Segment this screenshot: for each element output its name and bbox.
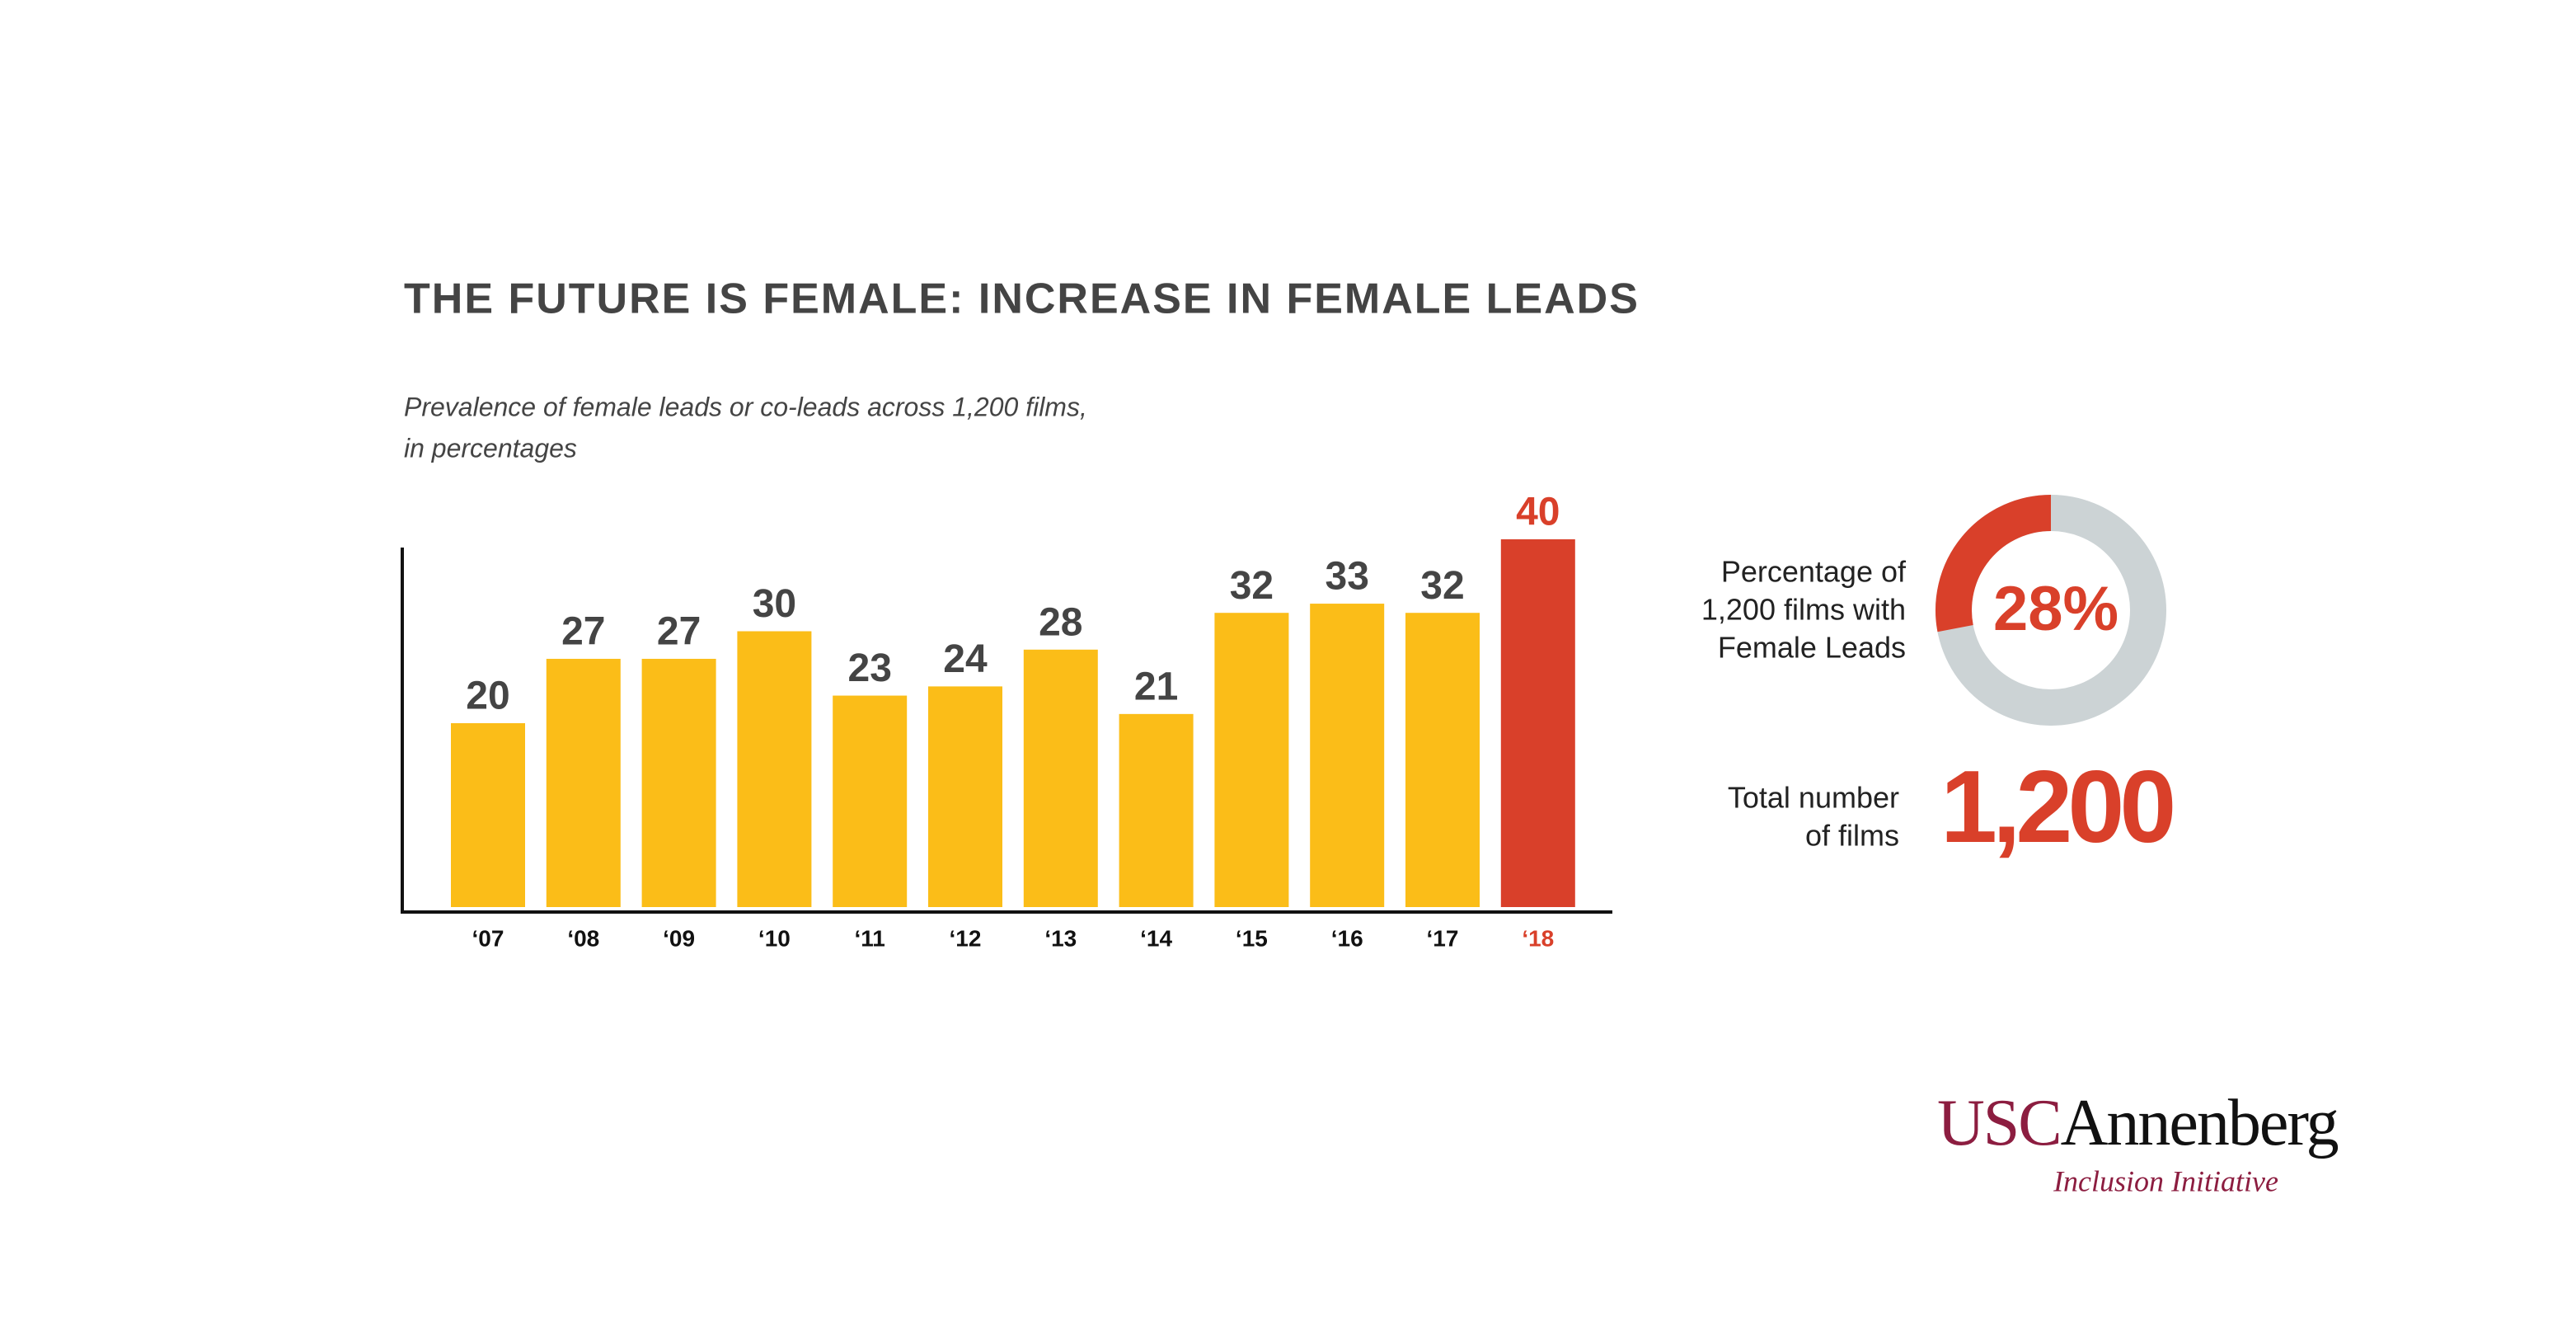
x-tick-label: ‘15	[1236, 925, 1268, 951]
donut-label: 1,200 films with	[1701, 593, 1906, 627]
donut-label: Percentage of	[1721, 555, 1907, 589]
x-tick-label: ‘14	[1140, 925, 1172, 951]
x-tick-label: ‘10	[758, 925, 791, 951]
bar	[451, 723, 525, 907]
value-label: 33	[1326, 555, 1369, 599]
donut-value: 28%	[1993, 574, 2119, 644]
bar	[1500, 539, 1575, 907]
x-tick-label: ‘07	[472, 925, 504, 951]
chart-title: THE FUTURE IS FEMALE: INCREASE IN FEMALE…	[404, 275, 1640, 323]
value-label: 32	[1420, 564, 1464, 608]
value-label: 24	[943, 637, 988, 681]
x-tick-label: ‘12	[950, 925, 982, 951]
bar	[833, 695, 908, 907]
value-label: 20	[466, 675, 509, 718]
value-label: 28	[1039, 600, 1082, 644]
bar	[1023, 649, 1098, 907]
x-tick-label: ‘16	[1331, 925, 1363, 951]
bar	[1405, 613, 1480, 907]
bar	[1214, 613, 1289, 907]
x-tick-label: ‘09	[663, 925, 695, 951]
logo: USCAnnenberg	[1937, 1087, 2339, 1159]
bar	[1119, 713, 1194, 907]
value-label: 21	[1134, 665, 1178, 709]
value-label: 30	[753, 582, 796, 626]
x-tick-label: ‘11	[855, 925, 885, 951]
donut-segment	[1936, 495, 2052, 632]
x-tick-label: ‘13	[1044, 925, 1077, 951]
x-tick-label: ‘17	[1427, 925, 1459, 951]
logo-annenberg: Annenberg	[2061, 1087, 2339, 1159]
bar	[546, 658, 621, 907]
total-label: of films	[1805, 819, 1899, 853]
bar	[737, 631, 812, 907]
total-value: 1,200	[1940, 750, 2172, 864]
bar	[928, 686, 1002, 907]
bar	[641, 658, 716, 907]
x-tick-label: ‘18	[1522, 925, 1554, 951]
value-label: 32	[1230, 564, 1274, 608]
value-label: 40	[1516, 491, 1560, 534]
donut-label: Female Leads	[1718, 631, 1906, 665]
total-label: Total number	[1728, 781, 1899, 815]
logo-usc: USC	[1937, 1087, 2061, 1159]
value-label: 23	[848, 646, 892, 690]
subtitle: Prevalence of female leads or co-leads a…	[404, 392, 1087, 421]
subtitle: in percentages	[404, 433, 577, 463]
value-label: 27	[561, 610, 605, 654]
bar	[1310, 604, 1385, 907]
logo-initiative: Inclusion Initiative	[2053, 1164, 2278, 1197]
value-label: 27	[657, 610, 701, 654]
x-tick-label: ‘08	[567, 925, 599, 951]
